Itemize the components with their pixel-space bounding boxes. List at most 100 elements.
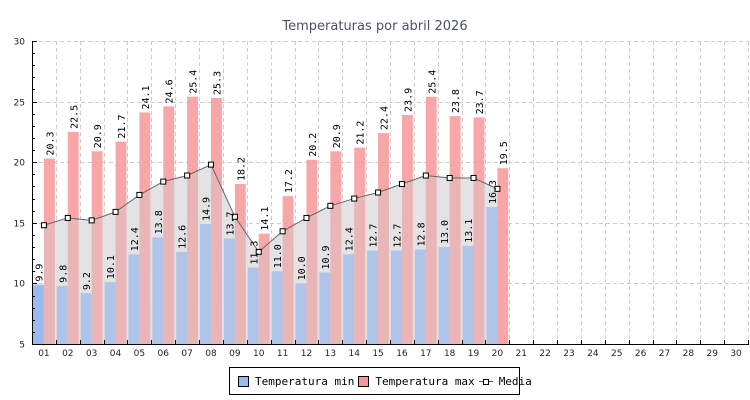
data-label-min: 13.7 [225,211,236,235]
media-point [470,174,477,181]
bar-min [414,249,426,344]
data-label-min: 12.4 [345,227,356,251]
media-point [184,172,191,179]
x-tick-label: 01 [38,349,49,359]
x-tick-label: 24 [587,349,599,359]
x-tick-label: 18 [444,349,456,359]
legend-item-min[interactable]: Temperatura min [238,375,354,388]
bar-max [473,117,485,344]
x-tick-label: 30 [730,349,742,359]
data-label-min: 16.3 [488,180,499,204]
media-point [255,248,262,255]
axes: 5 10 15 20 25 30 01 02 03 04 05 06 07 08 09 10 11 12 13 14 1… [14,38,749,359]
bar-min [128,254,140,344]
legend-item-media[interactable]: Media [478,374,532,388]
media-point [208,161,214,168]
bar-max [258,233,270,344]
data-label-min: 13.1 [464,219,475,243]
media-point [279,228,286,235]
bar-max [497,168,509,344]
x-tick-label: 29 [706,349,718,359]
bar-max [139,112,151,345]
bar-min [343,254,355,344]
media-point [351,195,358,202]
media-point [375,189,382,196]
data-label-min: 12.6 [178,225,189,249]
legend-item-max[interactable]: Temperatura max [358,374,475,388]
bar-min [319,272,331,344]
data-label-min: 9.9 [34,264,45,282]
data-label-min: 9.8 [58,265,69,283]
media-point [231,213,238,220]
x-tick-label: 22 [539,349,550,359]
series-min-bars [33,207,498,344]
x-tick-label: 10 [253,349,265,359]
y-tick-label: 25 [14,99,25,109]
bar-max [43,158,55,344]
media-point [303,214,310,221]
bar-max [306,159,318,344]
y-tick-label: 20 [14,159,26,169]
bar-max [282,196,294,344]
legend-label-media: Media [498,374,532,388]
data-label-max: 24.1 [141,85,152,109]
bar-min [223,238,235,344]
data-label-max: 17.2 [284,169,295,193]
media-point [494,185,501,192]
bar-min [391,250,402,344]
data-label-max: 20.9 [93,124,104,148]
bar-min [486,207,498,344]
bar-max [401,114,413,344]
x-tick-label: 21 [516,349,527,359]
bar-max [211,97,222,345]
bar-max [330,151,342,344]
bar-min [33,284,44,344]
data-label-min: 13.0 [440,220,451,244]
bar-max [67,131,79,344]
data-label-max: 20.3 [45,131,56,155]
data-label-max: 21.2 [356,121,367,145]
chart-title: Temperaturas por abril 2026 [281,19,467,34]
bar-min [271,271,283,344]
x-tick-label: 23 [563,349,574,359]
data-label-min: 14.9 [202,197,213,221]
data-label-max: 23.9 [403,88,414,112]
y-tick-label: 30 [14,38,26,48]
legend: Temperatura min Temperatura max Media [229,367,532,395]
media-point [136,191,143,198]
data-label-max: 14.1 [260,207,271,231]
bar-min [56,285,68,344]
bar-min [247,267,259,344]
data-label-min: 12.7 [369,224,380,248]
data-label-max: 21.7 [117,115,128,139]
legend-label-max: Temperatura max [375,374,475,388]
data-label-max: 18.2 [236,157,247,181]
data-label-min: 12.7 [392,224,403,248]
x-tick-label: 20 [492,349,504,359]
x-tick-label: 15 [372,349,383,359]
bar-min [80,293,92,344]
data-label-min: 10.0 [297,256,308,280]
bar-max [354,147,366,344]
bar-min [176,251,188,344]
data-label-max: 20.9 [332,124,343,148]
media-point [112,208,119,215]
data-label-max: 25.4 [189,70,200,94]
data-label-min: 10.9 [321,245,332,269]
legend-line-marker-icon [478,376,493,387]
bar-max [234,184,246,344]
data-label-min: 12.8 [416,222,427,246]
x-tick-label: 08 [205,349,217,359]
x-tick-label: 03 [86,349,97,359]
media-point [446,174,453,181]
x-tick-label: 09 [229,349,241,359]
x-tick-label: 28 [683,349,695,359]
data-label-min: 13.8 [154,210,165,234]
data-label-max: 19.5 [499,141,510,165]
media-line [43,163,498,253]
bar-min [200,224,211,344]
data-label-max: 23.8 [451,89,462,113]
x-tick-label: 02 [62,349,73,359]
data-label-min: 11.3 [249,241,260,265]
x-tick-label: 19 [468,349,480,359]
